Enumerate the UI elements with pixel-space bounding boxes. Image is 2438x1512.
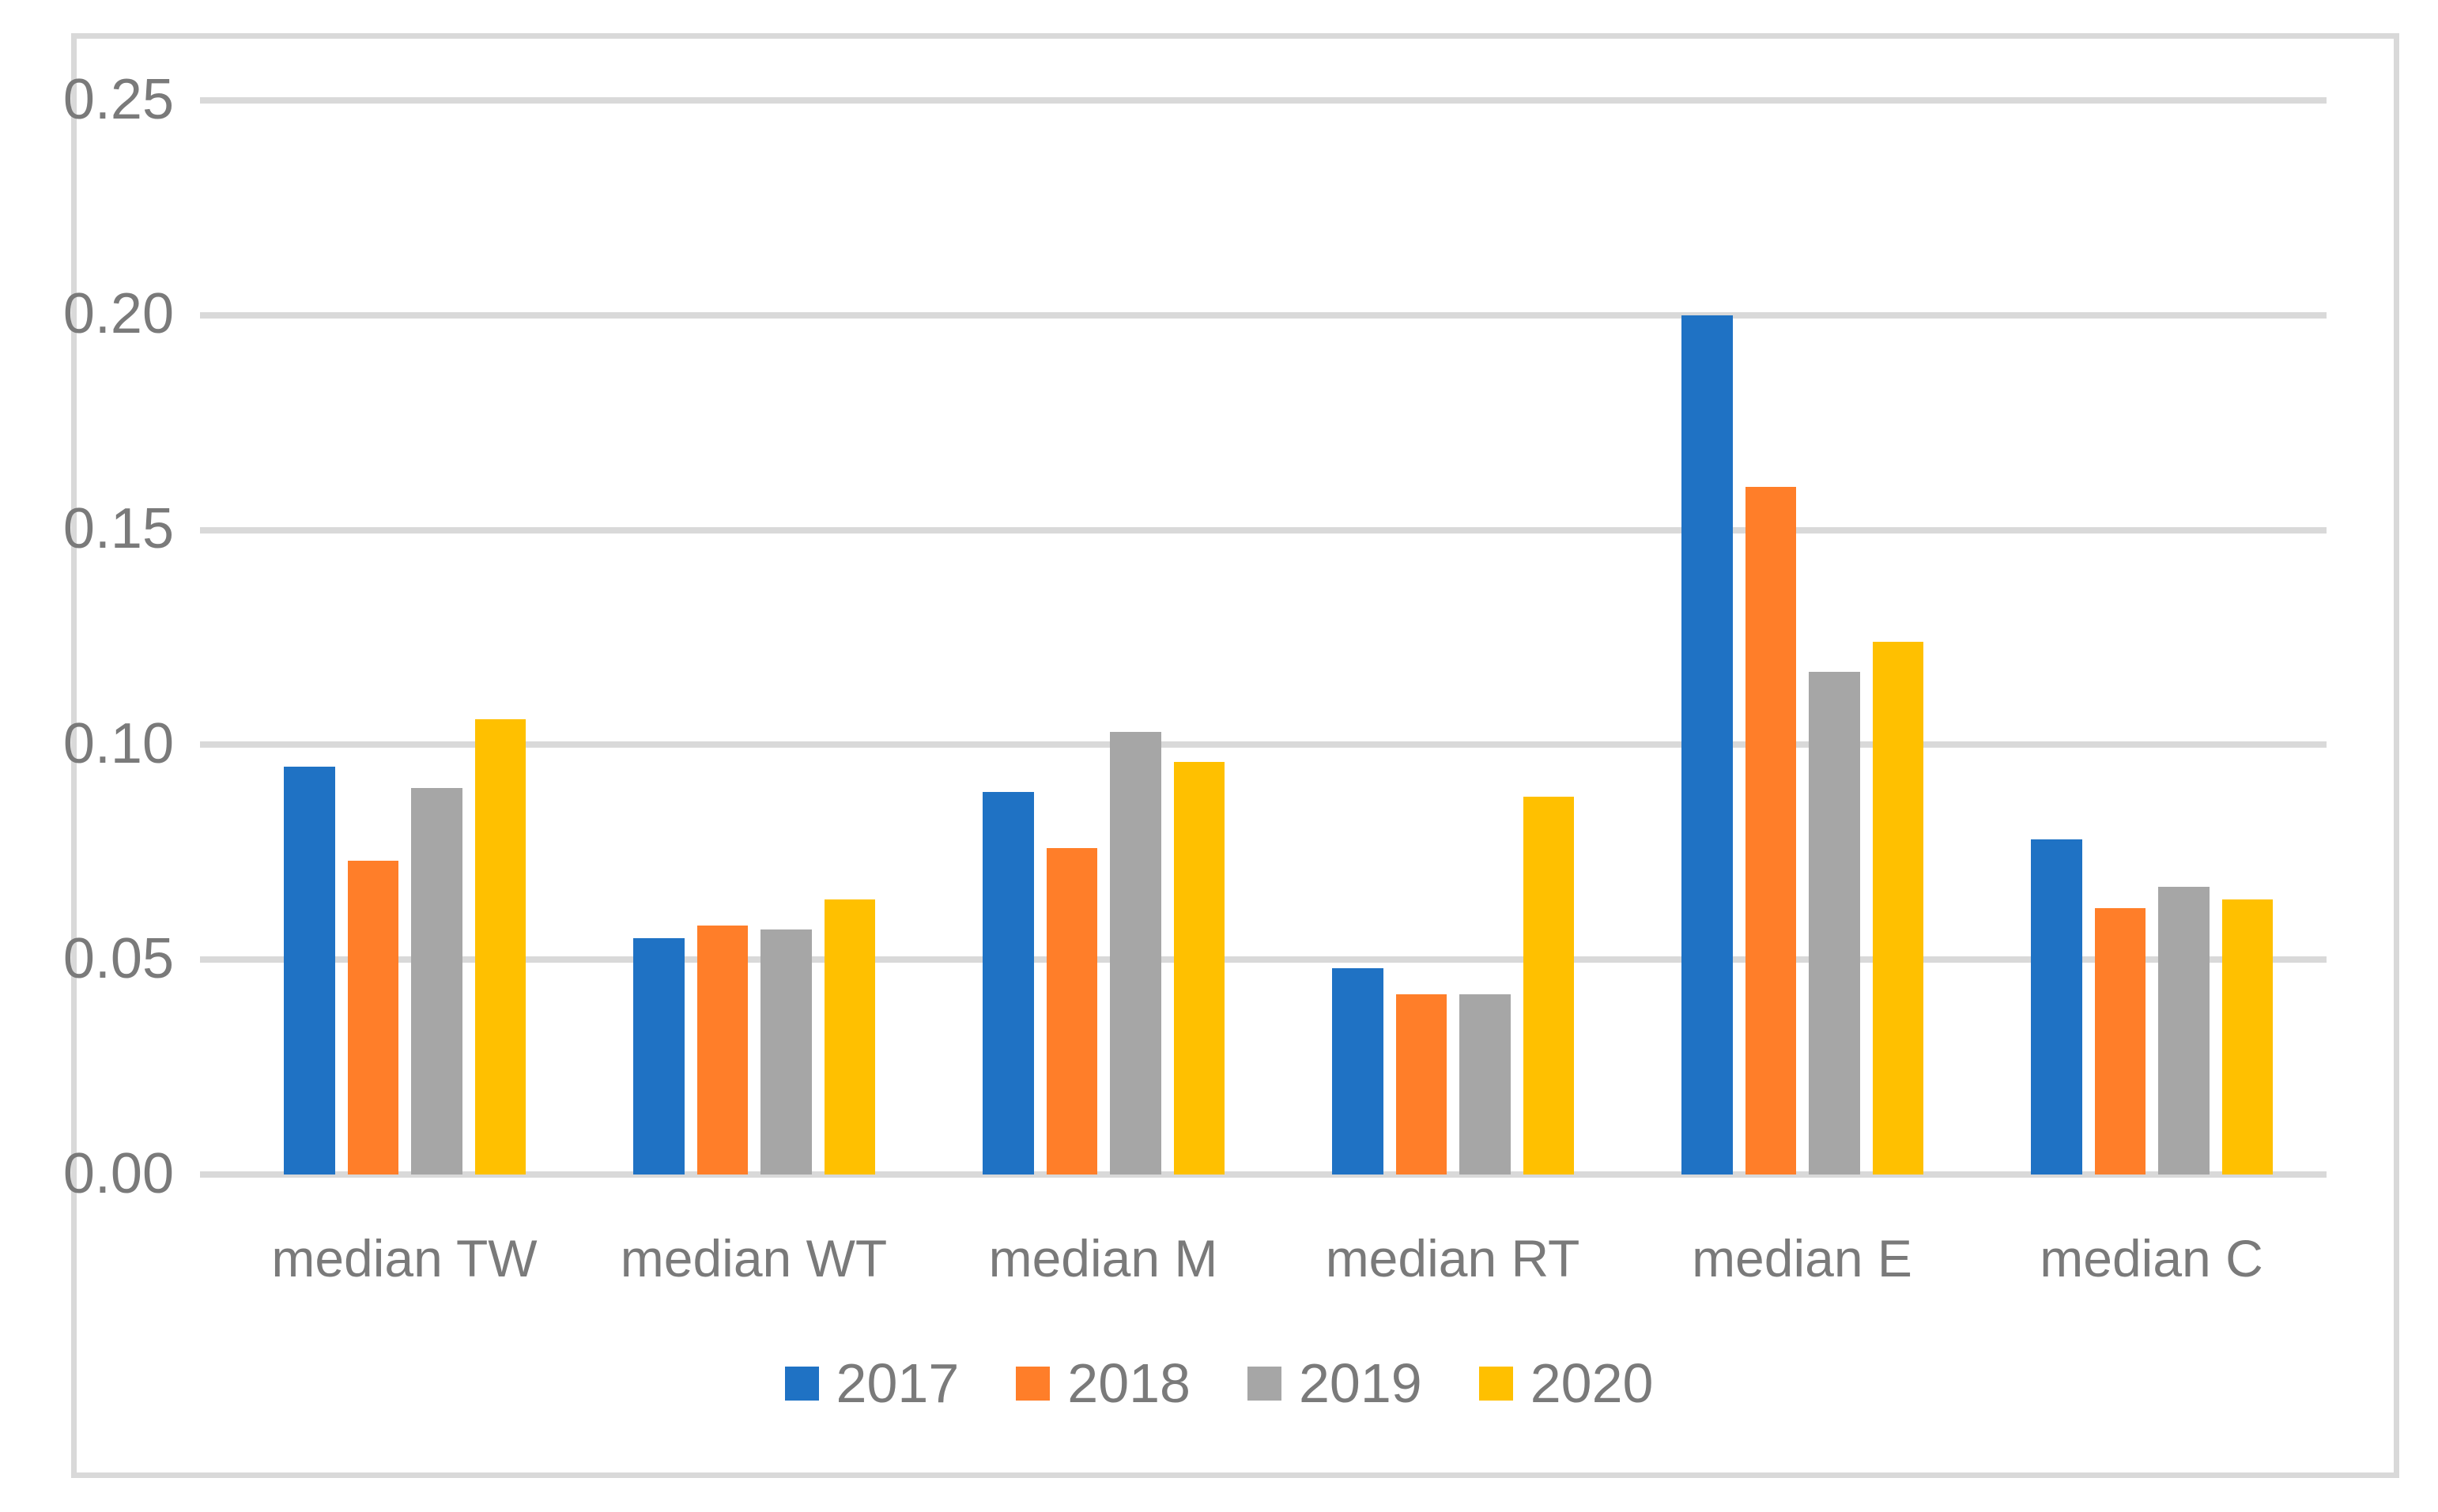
bar-2017-median-M (983, 792, 1034, 1175)
legend-item-2019: 2019 (1247, 1353, 1422, 1414)
bar-2017-median-RT (1332, 968, 1383, 1175)
bar-2018-median-E (1745, 487, 1796, 1175)
bar-2020-median-TW (474, 718, 526, 1175)
x-axis-category-label: median M (988, 1229, 1218, 1288)
gridline-0.00 (200, 1171, 2327, 1178)
bar-2020-median-RT (1523, 796, 1574, 1175)
bar-2019-median-C (2158, 886, 2210, 1175)
x-axis-category-label: median WT (620, 1229, 888, 1288)
legend-label-2017: 2017 (836, 1352, 960, 1414)
bar-2018-median-C (2094, 907, 2146, 1175)
bar-2017-median-WT (633, 938, 685, 1175)
gridline-0.10 (200, 741, 2327, 748)
bar-2017-median-TW (284, 766, 335, 1175)
gridline-0.15 (200, 526, 2327, 534)
legend: 2017 2018 2019 2020 (0, 1353, 2438, 1414)
legend-label-2019: 2019 (1299, 1352, 1422, 1414)
legend-item-2017: 2017 (784, 1352, 960, 1414)
bar-2020-median-C (2221, 899, 2273, 1175)
bar-2019-median-E (1809, 671, 1860, 1175)
y-axis-tick-label: 0.20 (62, 282, 174, 346)
x-axis-category-label: median E (1692, 1229, 1912, 1288)
x-axis-category-label: median TW (271, 1229, 538, 1288)
bar-2018-median-RT (1395, 994, 1447, 1175)
x-axis-category-label: median RT (1325, 1229, 1580, 1288)
bar-2019-median-RT (1459, 994, 1511, 1175)
gridline-0.20 (200, 311, 2327, 319)
bar-2020-median-WT (824, 899, 875, 1175)
bar-2017-median-C (2031, 839, 2082, 1175)
legend-swatch-2019 (1247, 1367, 1281, 1401)
bar-2019-median-WT (760, 929, 812, 1175)
legend-label-2020: 2020 (1530, 1352, 1654, 1414)
legend-item-2020: 2020 (1478, 1352, 1654, 1414)
x-axis-category-label: median C (2040, 1229, 2263, 1288)
bar-2020-median-E (1872, 641, 1923, 1175)
gridline-0.25 (200, 97, 2327, 104)
bar-2018-median-WT (696, 925, 748, 1175)
y-axis-tick-label: 0.15 (62, 497, 174, 561)
legend-swatch-2020 (1478, 1367, 1513, 1401)
legend-label-2018: 2018 (1067, 1352, 1191, 1414)
bar-2020-median-M (1173, 762, 1225, 1175)
y-axis-tick-label: 0.25 (62, 67, 174, 131)
legend-swatch-2018 (1016, 1367, 1051, 1401)
bar-2018-median-TW (347, 861, 398, 1175)
bar-2017-median-E (1681, 315, 1733, 1175)
bar-2018-median-M (1046, 847, 1097, 1175)
bar-2019-median-M (1110, 732, 1161, 1175)
chart-area-border (71, 33, 2399, 1478)
bar-2019-median-TW (411, 787, 462, 1175)
legend-item-2018: 2018 (1016, 1353, 1191, 1414)
legend-swatch-2017 (784, 1367, 819, 1401)
gridline-0.05 (200, 956, 2327, 963)
y-axis-tick-label: 0.10 (62, 711, 174, 775)
y-axis-tick-label: 0.05 (62, 926, 174, 990)
y-axis-tick-label: 0.00 (62, 1141, 174, 1205)
